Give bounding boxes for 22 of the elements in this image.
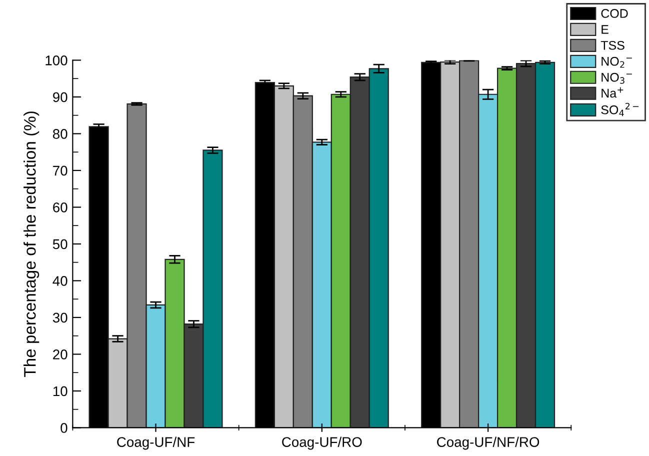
- y-tick-label: 70: [53, 166, 68, 176]
- legend-label: TSS: [600, 40, 624, 50]
- y-tick-label: 40: [52, 276, 68, 286]
- x-tick-label: Coag-UF/NF/RO: [437, 436, 540, 450]
- x-tick-label: Coag-UF/RO: [282, 436, 362, 450]
- legend-label: COD: [601, 9, 628, 18]
- y-tick-label: 30: [52, 312, 68, 323]
- legend-label: NO$_{3}$$^{−}$: [602, 72, 632, 84]
- x-tick-label: Coag-UF/NF: [117, 436, 195, 450]
- y-tick-label: 100: [46, 56, 68, 66]
- y-tick-label: 10: [53, 386, 68, 396]
- legend-label: SO$_{4}$$^{2−}$: [601, 102, 639, 116]
- y-tick-label: 50: [52, 239, 68, 250]
- y-tick-label: 80: [52, 129, 68, 139]
- y-tick-label: 90: [53, 92, 68, 102]
- legend-label: Na$^{+}$: [602, 87, 624, 98]
- y-tick-label: 60: [53, 202, 68, 212]
- y-tick-label: 20: [53, 350, 68, 360]
- legend-label: E: [602, 25, 608, 34]
- y-tick-label: 0: [60, 423, 68, 433]
- legend-label: NO$_{2}$$^{−}$: [602, 56, 632, 68]
- y-axis-title: The percentage of the reduction (%): [24, 112, 40, 377]
